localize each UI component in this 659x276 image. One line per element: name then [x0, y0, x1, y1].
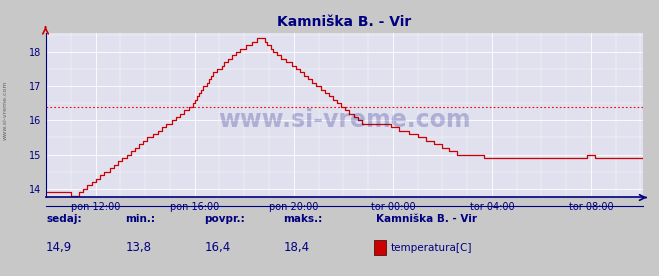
Text: min.:: min.: — [125, 214, 156, 224]
Text: Kamniška B. - Vir: Kamniška B. - Vir — [376, 214, 476, 224]
Text: 14,9: 14,9 — [46, 241, 72, 254]
Text: 18,4: 18,4 — [283, 241, 310, 254]
Text: povpr.:: povpr.: — [204, 214, 245, 224]
Text: 13,8: 13,8 — [125, 241, 151, 254]
Text: 16,4: 16,4 — [204, 241, 231, 254]
Text: www.si-vreme.com: www.si-vreme.com — [3, 81, 8, 140]
Text: www.si-vreme.com: www.si-vreme.com — [218, 108, 471, 132]
Text: maks.:: maks.: — [283, 214, 323, 224]
Title: Kamniška B. - Vir: Kamniška B. - Vir — [277, 15, 411, 29]
Text: sedaj:: sedaj: — [46, 214, 82, 224]
Text: temperatura[C]: temperatura[C] — [391, 243, 473, 253]
